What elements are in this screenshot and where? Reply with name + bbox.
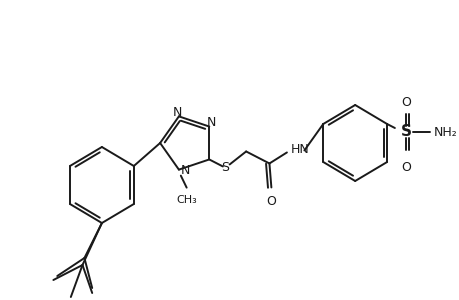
Text: S: S: [220, 161, 228, 174]
Text: O: O: [266, 196, 276, 208]
Text: N: N: [172, 106, 181, 119]
Text: HN: HN: [290, 143, 309, 156]
Text: N: N: [180, 164, 190, 177]
Text: CH₃: CH₃: [176, 195, 196, 205]
Text: S: S: [400, 124, 411, 140]
Text: NH₂: NH₂: [433, 125, 456, 139]
Text: O: O: [401, 97, 410, 110]
Text: O: O: [401, 161, 410, 174]
Text: N: N: [206, 116, 215, 129]
